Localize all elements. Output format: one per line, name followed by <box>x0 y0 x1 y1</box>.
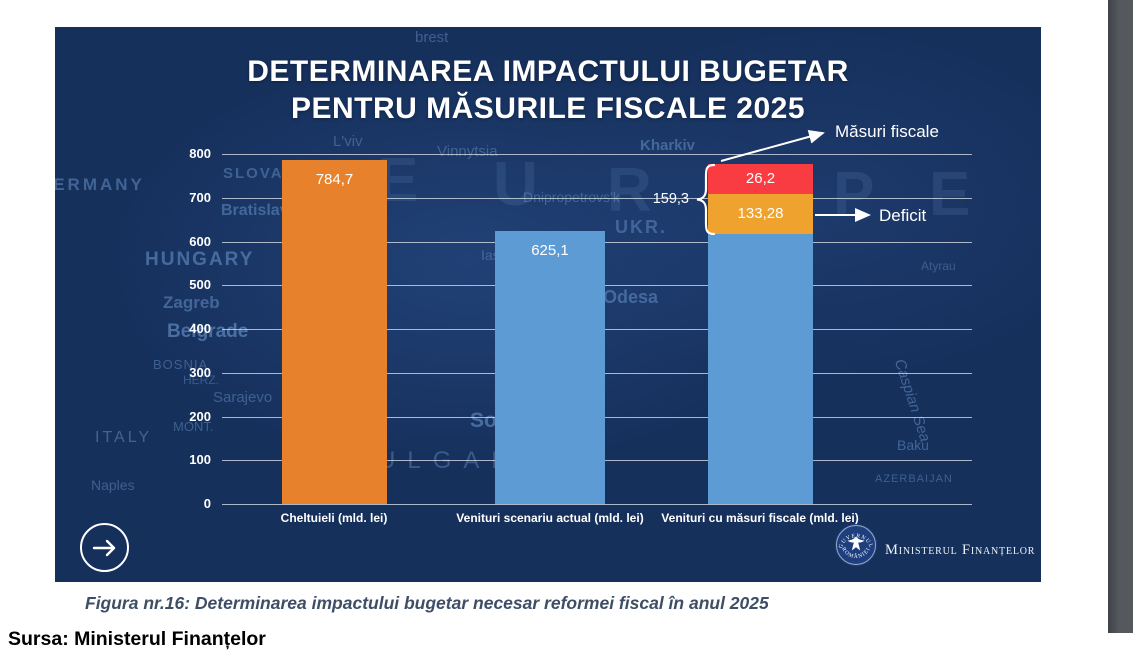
segment-masuri-fiscale: 26,2 <box>708 164 813 194</box>
figure-caption: Figura nr.16: Determinarea impactului bu… <box>85 593 769 613</box>
map-label: HERZ. <box>183 373 219 387</box>
ministry-brand: GUVERNUL ROMÂNIEI Ministerul Finanțelor <box>835 524 1035 566</box>
gridline <box>222 154 972 155</box>
segment-deficit: 133,28 <box>708 194 813 234</box>
x-category-label: Cheltuieli (mld. lei) <box>280 511 388 525</box>
bar-value-label: 784,7 <box>315 171 354 188</box>
map-label: L'viv <box>333 133 363 150</box>
map-label: Sarajevo <box>213 389 273 406</box>
annotation-masuri-fiscale: Măsuri fiscale <box>835 122 939 141</box>
map-label: Naples <box>91 477 135 493</box>
map-letter: U <box>493 150 542 219</box>
map-label: Odesa <box>603 287 659 307</box>
annotation-deficit: Deficit <box>879 206 927 225</box>
map-label: Dnipropetrovs'k <box>523 189 620 205</box>
x-category-label: Venituri scenariu actual (mld. lei) <box>456 511 644 525</box>
y-tick-label: 100 <box>189 452 211 468</box>
map-label: Vinnytsia <box>437 143 498 160</box>
y-tick-label: 400 <box>189 321 211 336</box>
y-tick-label: 800 <box>189 146 211 161</box>
x-category-label: Venituri cu măsuri fiscale (mld. lei) <box>661 511 859 525</box>
next-arrow-button[interactable] <box>80 523 129 572</box>
map-label: Atyrau <box>921 259 956 273</box>
map-letter: E <box>929 160 975 229</box>
figure-chart-slide: E U R O P E GERMANY SLOVAKIA Bratislava … <box>55 27 1041 582</box>
bar-venituri-scenariu-actual: 625,1 <box>495 231 605 504</box>
map-label: AZERBAIJAN <box>875 473 953 485</box>
y-tick-label: 700 <box>189 189 211 205</box>
map-label: brest <box>415 29 449 46</box>
y-tick-label: 500 <box>189 277 211 293</box>
map-label: UKR. <box>615 217 667 237</box>
chart-title-line2: PENTRU MĂSURILE FISCALE 2025 <box>290 92 806 125</box>
gridline <box>222 197 972 199</box>
ministry-wordmark: Ministerul Finanțelor <box>885 541 1036 558</box>
y-tick-label: 200 <box>189 408 211 424</box>
map-label: Zagreb <box>163 293 220 312</box>
plot-area: 800 700 600 500 400 300 200 100 0 784,7 … <box>55 27 1041 582</box>
map-label: BOSNIA <box>153 357 209 372</box>
map-label: MONT. <box>173 419 214 434</box>
viewer-background-strip <box>1108 0 1133 633</box>
bracket-value-label: 159,3 <box>652 191 689 207</box>
source-text: Sursa: Ministerul Finanțelor <box>8 628 266 650</box>
segment-venituri-base <box>708 234 813 504</box>
y-tick-label: 300 <box>189 364 211 380</box>
map-label: Belgrade <box>167 321 249 342</box>
y-tick-label: 0 <box>203 496 211 511</box>
map-label: Bratislava <box>221 202 298 219</box>
gridline <box>222 504 972 505</box>
y-tick-label: 600 <box>189 233 211 249</box>
bar-value-label: 625,1 <box>531 242 569 259</box>
arrow-to-masuri-fiscale-icon <box>720 129 825 162</box>
map-label: ITALY <box>95 429 153 446</box>
bar-cheltuieli: 784,7 <box>282 160 387 504</box>
map-letter: R <box>607 156 656 225</box>
right-arrow-icon <box>92 539 115 556</box>
bar-venituri-cu-masuri-fiscale: 26,2 133,28 <box>708 164 813 504</box>
map-label: Baku <box>897 437 929 453</box>
romanian-government-logo-icon: GUVERNUL ROMÂNIEI <box>835 524 877 566</box>
chart-title-line1: DETERMINAREA IMPACTULUI BUGETAR <box>247 55 849 88</box>
map-label: Kharkiv <box>640 137 696 154</box>
map-label: GERMANY <box>55 175 145 194</box>
map-label: HUNGARY <box>145 249 255 270</box>
chart-title: DETERMINAREA IMPACTULUI BUGETAR PENTRU M… <box>55 53 1041 127</box>
